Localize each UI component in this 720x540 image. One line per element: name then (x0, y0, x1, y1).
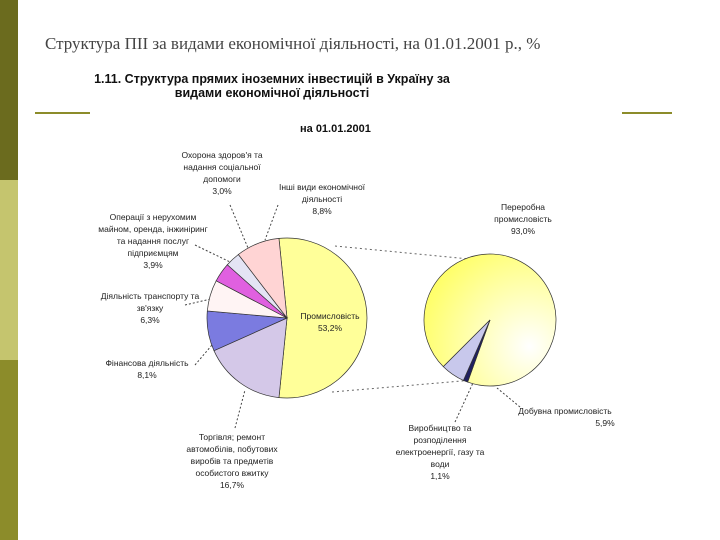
side-bar (0, 0, 18, 180)
value-label: 6,3% (140, 315, 160, 325)
side-bar (0, 360, 18, 540)
side-bar (0, 180, 18, 360)
value-label: 1,1% (430, 471, 450, 481)
category-label: Торгівля; ремонт автомобілів, побутових … (186, 432, 278, 478)
category-label: Фінансова діяльність (105, 358, 189, 368)
category-label: Операції з нерухомим майном, оренда, інж… (98, 212, 208, 258)
pie-slice (442, 319, 491, 381)
category-label: Охорона здоров'я та надання соціальної д… (181, 150, 263, 184)
category-label: Інші види економічної діяльності (278, 182, 366, 204)
value-label: 5,9% (595, 418, 615, 428)
value-label: 8,1% (137, 370, 157, 380)
category-label: Діяльність транспорту та зв'язку (100, 291, 200, 313)
value-label: 16,7% (219, 480, 245, 490)
value-label: 8,8% (312, 206, 332, 216)
pie-slice (237, 238, 288, 320)
pie-slice (213, 317, 288, 398)
category-label: Добувна промисловість (518, 406, 612, 416)
value-label: 3,0% (212, 186, 232, 196)
value-label: 53,2% (317, 323, 343, 333)
slide-title: Структура ПІІ за видами економічної діял… (45, 34, 541, 53)
category-label: Виробництво та розподілення електроенерг… (395, 423, 485, 469)
chart-subtitle: на 01.01.2001 (300, 123, 371, 135)
category-label: Переробна промисловість (494, 202, 552, 224)
value-label: 93,0% (510, 226, 536, 236)
value-label: 3,9% (143, 260, 163, 270)
category-label: Промисловість (300, 311, 360, 321)
chart-title: 1.11. Структура прямих іноземних інвести… (94, 72, 450, 100)
pie-slice (278, 237, 368, 399)
